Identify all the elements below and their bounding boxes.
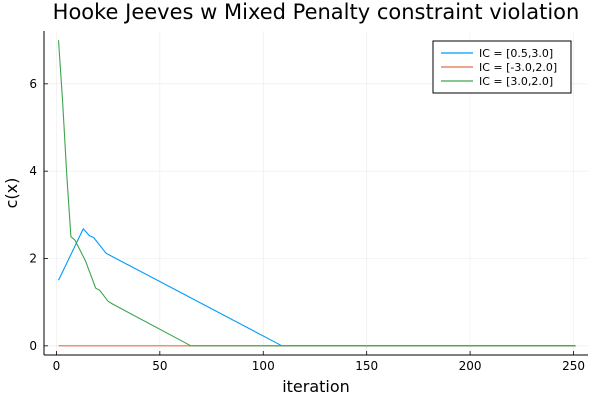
x-tick-label-0: 0 xyxy=(53,359,61,373)
x-tick-label-4: 200 xyxy=(459,359,482,373)
series-line-0 xyxy=(58,228,576,347)
legend-label-2: IC = [3.0,2.0] xyxy=(479,75,553,88)
x-axis-ticks: 0 50 100 150 200 250 xyxy=(53,351,585,373)
series-line-2 xyxy=(57,40,576,347)
x-tick-label-5: 250 xyxy=(562,359,585,373)
x-tick-label-1: 50 xyxy=(152,359,167,373)
y-tick-label-2: 4 xyxy=(29,164,37,178)
y-tick-label-3: 6 xyxy=(29,77,37,91)
x-tick-label-2: 100 xyxy=(252,359,275,373)
x-axis-label: iteration xyxy=(282,377,350,396)
legend-label-1: IC = [-3.0,2.0] xyxy=(479,61,557,74)
chart-title: Hooke Jeeves w Mixed Penalty constraint … xyxy=(53,0,580,24)
y-tick-label-0: 0 xyxy=(29,339,37,353)
y-tick-label-1: 2 xyxy=(29,251,37,265)
series-lines xyxy=(57,40,576,347)
legend: IC = [0.5,3.0]IC = [-3.0,2.0]IC = [3.0,2… xyxy=(432,40,572,94)
legend-label-0: IC = [0.5,3.0] xyxy=(479,47,553,60)
x-tick-label-3: 150 xyxy=(355,359,378,373)
y-axis-label: c(x) xyxy=(2,178,21,209)
y-axis-ticks: 0 2 4 6 xyxy=(29,77,48,353)
axes xyxy=(43,31,588,356)
